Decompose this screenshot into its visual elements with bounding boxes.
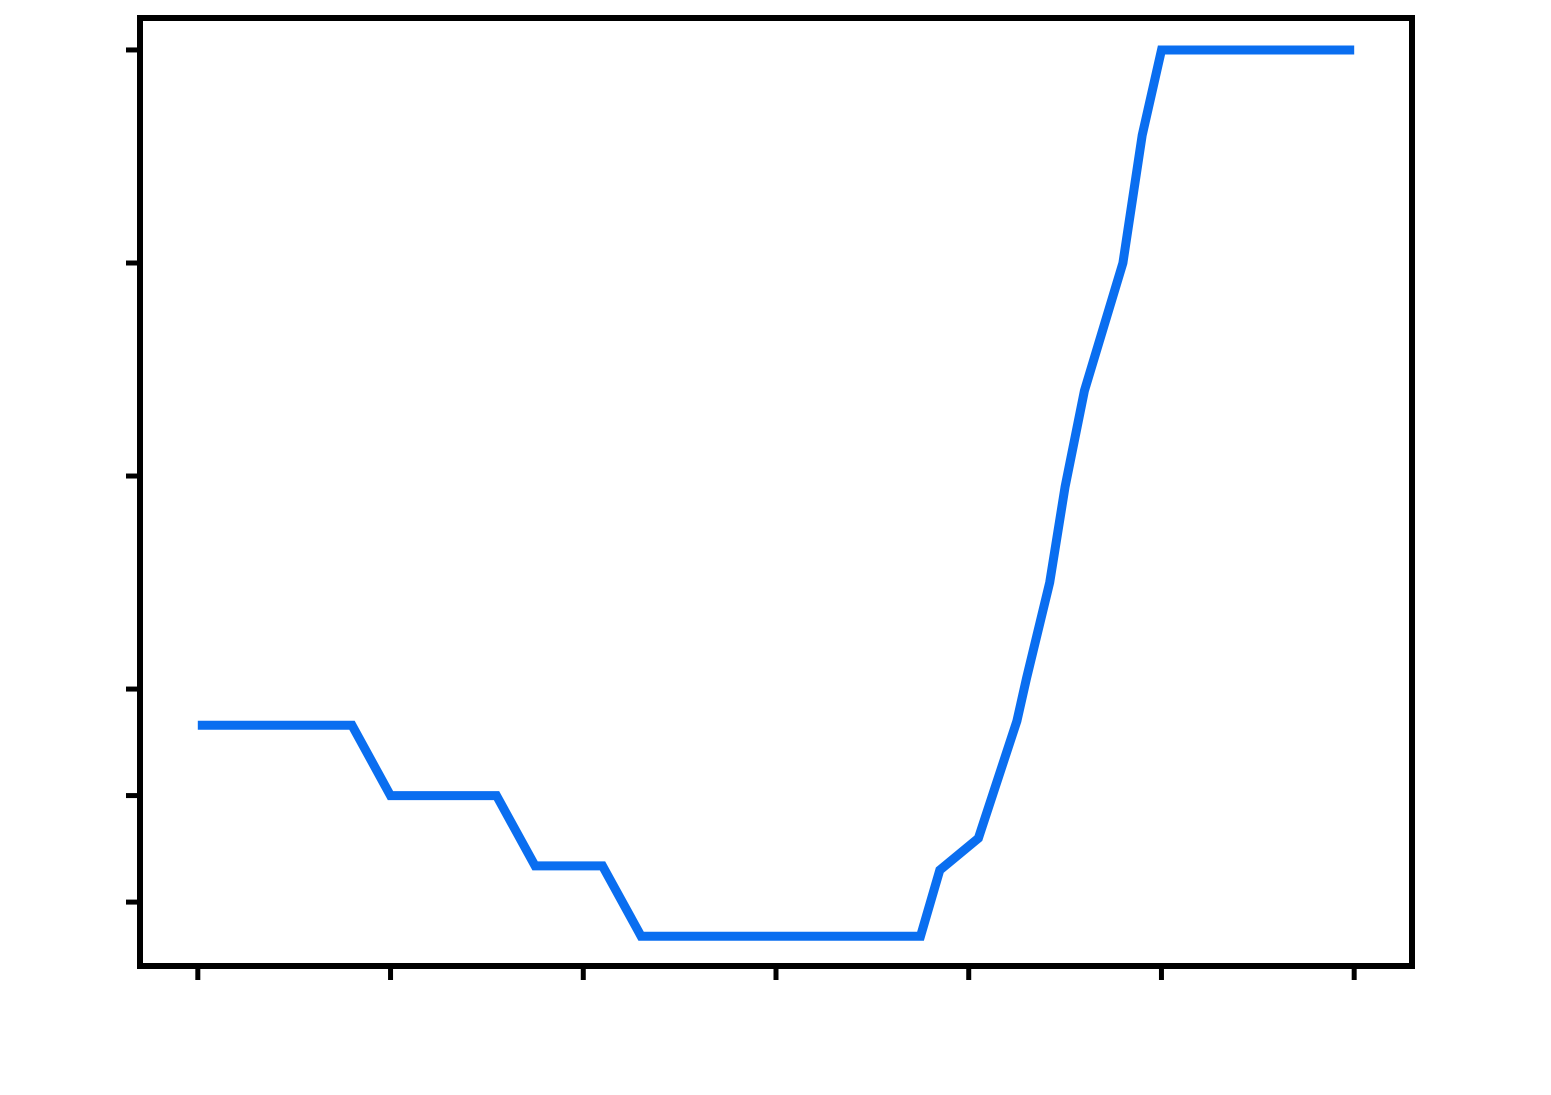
series-line bbox=[197, 45, 1355, 941]
x-axis-ticks bbox=[195, 969, 1357, 980]
y-axis-ticks bbox=[126, 47, 137, 905]
plot-frame bbox=[137, 15, 1415, 969]
series-layer bbox=[197, 45, 1355, 941]
